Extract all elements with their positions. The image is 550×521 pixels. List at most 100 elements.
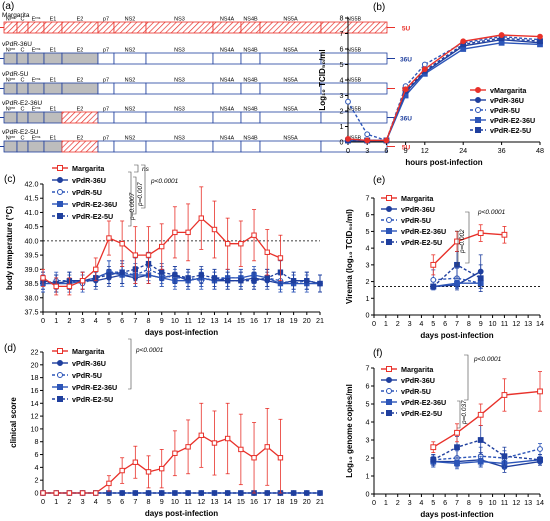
data-point — [304, 490, 310, 496]
genome-block — [240, 140, 261, 153]
x-tick-label: 8 — [147, 316, 151, 325]
data-point — [290, 278, 297, 284]
data-point — [454, 429, 460, 436]
data-point — [317, 490, 323, 496]
genome-block-label: NS3 — [174, 136, 185, 142]
data-point — [430, 456, 437, 463]
construct-name: vPdR-36U — [2, 41, 32, 48]
y-tick-label: 39.5 — [25, 251, 39, 260]
legend-marker — [57, 201, 63, 207]
genome-block-label: p7 — [103, 17, 109, 23]
data-point — [119, 490, 125, 496]
construct-name: vPdR-5U — [2, 71, 29, 78]
data-point — [264, 275, 270, 281]
genome-block-label: E2 — [77, 48, 84, 54]
x-tick-label: 19 — [290, 497, 298, 506]
legend-entry: vPdR-5U — [72, 188, 102, 197]
genome-block — [61, 140, 99, 153]
legend-entry: Margarita — [72, 347, 105, 356]
genome-block-label: NS4A — [220, 136, 235, 142]
panel-letter: (e) — [373, 175, 385, 186]
significance-label: p<0.0001 — [477, 209, 506, 216]
data-point — [159, 465, 165, 472]
data-point — [66, 490, 73, 496]
genome-block-label: NS4A — [220, 17, 235, 23]
genome-block-label: E1 — [50, 136, 57, 142]
genome-block-label: NS3 — [174, 78, 185, 84]
genome-block-label: E1 — [50, 17, 57, 23]
genome-block-label: E2 — [77, 17, 84, 23]
x-axis-label: days post-infection — [145, 328, 218, 337]
significance-bracket — [464, 354, 469, 401]
data-point — [198, 490, 204, 496]
y-tick-label: 3 — [366, 260, 370, 269]
panel-letter: (c) — [4, 174, 16, 185]
series-line — [347, 35, 541, 142]
genome-block — [43, 111, 63, 124]
significance-bracket — [141, 164, 146, 209]
x-tick-label: 48 — [536, 146, 544, 155]
y-axis-label: body temperature (°C) — [5, 206, 14, 290]
series-line — [42, 262, 321, 285]
x-tick-label: 8 — [467, 498, 471, 507]
panel-a-letter: (a) — [2, 1, 14, 12]
y-tick-label: 1 — [366, 294, 370, 303]
data-point — [421, 66, 428, 73]
data-point — [132, 490, 139, 496]
significance-label: p<0.0001 — [135, 347, 164, 354]
data-point — [277, 255, 284, 261]
x-tick-label: 11 — [184, 316, 191, 325]
data-point — [537, 388, 543, 395]
x-axis-label: days post-infection — [420, 510, 493, 519]
genome-block — [97, 21, 115, 34]
data-point — [421, 61, 428, 68]
significance-label: p=0.037 — [461, 400, 468, 425]
genome-block-label: NS3 — [174, 107, 185, 113]
x-tick-label: 3 — [81, 497, 85, 506]
data-point — [498, 39, 505, 46]
data-point — [211, 440, 218, 446]
significance-bracket — [128, 171, 132, 227]
x-tick-label: 5 — [107, 316, 111, 325]
data-point — [364, 137, 371, 144]
data-point — [185, 444, 191, 450]
genome-block-label: C — [21, 17, 25, 23]
data-point — [224, 490, 231, 496]
data-point — [211, 490, 218, 496]
data-point — [460, 38, 467, 45]
utr-label: 5U — [402, 26, 411, 33]
data-point — [224, 435, 231, 442]
data-point — [501, 453, 508, 460]
data-point — [264, 444, 270, 450]
x-tick-label: 0 — [372, 319, 376, 328]
utr-label: 5U — [402, 145, 411, 152]
legend-marker — [386, 388, 392, 394]
data-point — [172, 272, 178, 278]
x-tick-label: 13 — [524, 498, 532, 507]
genome-block-label: C — [21, 48, 25, 54]
y-tick-label: 0 — [366, 490, 370, 499]
x-tick-label: 0 — [346, 146, 350, 155]
legend-marker — [386, 377, 392, 383]
genome-block-label: E2 — [77, 107, 84, 113]
genome-block-label: NS4A — [220, 107, 235, 113]
y-tick-label: 39.0 — [25, 265, 39, 274]
x-tick-label: 21 — [316, 316, 324, 325]
series-line — [42, 268, 321, 285]
data-point — [93, 266, 99, 273]
series-margarita — [430, 371, 543, 454]
genome-block-label: p7 — [103, 107, 109, 113]
legend-entry: Margarita — [401, 194, 434, 203]
genome-block — [212, 111, 242, 124]
x-axis-label: hours post-infection — [405, 158, 482, 167]
x-tick-label: 20 — [303, 316, 311, 325]
x-tick-label: 2 — [396, 319, 400, 328]
genome-block — [27, 140, 45, 153]
x-tick-label: 9 — [479, 498, 483, 507]
genome-block-label: E1 — [50, 48, 57, 54]
x-tick-label: 17 — [263, 316, 271, 325]
y-tick-label: 12 — [31, 412, 39, 421]
